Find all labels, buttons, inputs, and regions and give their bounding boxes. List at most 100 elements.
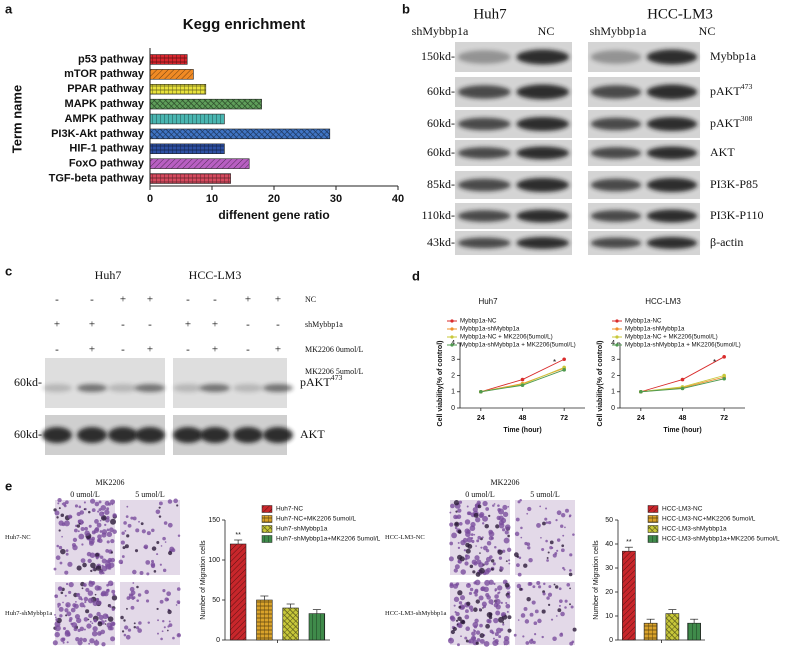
cell: [83, 617, 89, 622]
cell: [527, 506, 532, 512]
cell: [542, 592, 546, 596]
cell: [469, 525, 476, 532]
condition-label: shMybbp1a: [305, 320, 343, 329]
sign: +: [147, 344, 153, 356]
cell: [465, 542, 470, 548]
blot-band: [646, 146, 698, 160]
cell: [568, 572, 573, 577]
legend-label: Huh7-shMybbp1a+MK2206 5umol/L: [276, 536, 381, 543]
cell: [517, 572, 522, 577]
cell: [514, 531, 520, 537]
cell: [80, 526, 85, 531]
x-tick-label: 24: [477, 415, 485, 422]
legend-swatch: [647, 535, 659, 543]
cell: [460, 539, 466, 546]
cell: [146, 572, 150, 576]
bar: [256, 599, 273, 641]
cell: [159, 563, 162, 566]
cell: [458, 521, 463, 526]
category-label: mTOR pathway: [64, 68, 145, 80]
cell: [488, 599, 494, 605]
cell: [94, 585, 101, 591]
cell: [489, 555, 493, 559]
cell: [448, 556, 454, 562]
cell: [80, 558, 86, 564]
cell: [480, 546, 483, 549]
cell: [110, 636, 116, 642]
cell: [72, 603, 77, 608]
sign: -: [276, 319, 280, 331]
cell: [481, 601, 487, 607]
cell: [84, 601, 87, 604]
cell: [168, 620, 171, 623]
sign: -: [55, 294, 59, 306]
cell: [524, 619, 530, 624]
cell: [547, 603, 551, 607]
x-axis-label: Time (hour): [503, 427, 541, 434]
cell: [547, 592, 553, 597]
lane-label: shMybbp1a: [412, 24, 469, 38]
row-label: Huh7-shMybbp1a: [5, 610, 52, 617]
cell: [101, 642, 106, 647]
cell: [502, 511, 509, 518]
cell: [515, 517, 520, 522]
cell: [550, 618, 554, 621]
cell: [449, 541, 454, 546]
cell: [88, 510, 91, 514]
cell: [137, 593, 142, 597]
cell: [569, 641, 574, 646]
cell: [156, 541, 160, 545]
cell: [494, 598, 501, 605]
cell: [475, 630, 481, 635]
cell: [62, 502, 67, 506]
lane-label: shMybbp1a: [590, 24, 647, 38]
superscript: 473: [741, 82, 753, 91]
cell: [558, 604, 561, 607]
cell: [56, 544, 60, 548]
cell: [76, 592, 81, 598]
y-tick-label: 3: [611, 356, 615, 363]
cell: [540, 536, 542, 539]
cell: [123, 619, 126, 622]
cell: [545, 539, 548, 543]
protein-label: pAKT473: [710, 82, 752, 98]
dose-label: 5 umol/L: [530, 490, 560, 499]
cell: [123, 633, 127, 637]
y-axis-label: Term name: [9, 85, 24, 153]
blot-band: [516, 49, 570, 65]
cell: [167, 609, 172, 615]
cell: [453, 596, 460, 602]
cell: [110, 518, 117, 525]
cell: [555, 519, 558, 522]
cell: [475, 545, 477, 547]
protein-name: pAKT: [710, 116, 741, 130]
blot-band: [457, 117, 511, 131]
cell: [517, 500, 521, 504]
cell: [455, 611, 460, 617]
blot-band: [457, 178, 511, 192]
cell: [553, 583, 556, 586]
cell: [539, 505, 542, 508]
cell: [111, 622, 116, 626]
cell: [126, 505, 129, 508]
cell: [76, 524, 81, 528]
cell: [465, 548, 471, 554]
blot-band: [457, 210, 511, 222]
cell: [517, 619, 520, 621]
cell: [106, 507, 110, 511]
cell: [565, 508, 569, 513]
treatment-label: MK2206: [491, 478, 520, 487]
cell: [54, 510, 60, 516]
cell: [172, 636, 175, 640]
cell: [94, 526, 100, 532]
y-tick-label: 0: [451, 405, 455, 412]
cell: [473, 561, 478, 566]
cell: [464, 561, 469, 566]
x-tick-label: 30: [330, 193, 342, 205]
cell: [493, 582, 496, 585]
cell: [54, 613, 56, 616]
sign: +: [185, 319, 191, 331]
sign: +: [147, 294, 153, 306]
cell: [57, 602, 61, 607]
cell: [478, 567, 485, 574]
